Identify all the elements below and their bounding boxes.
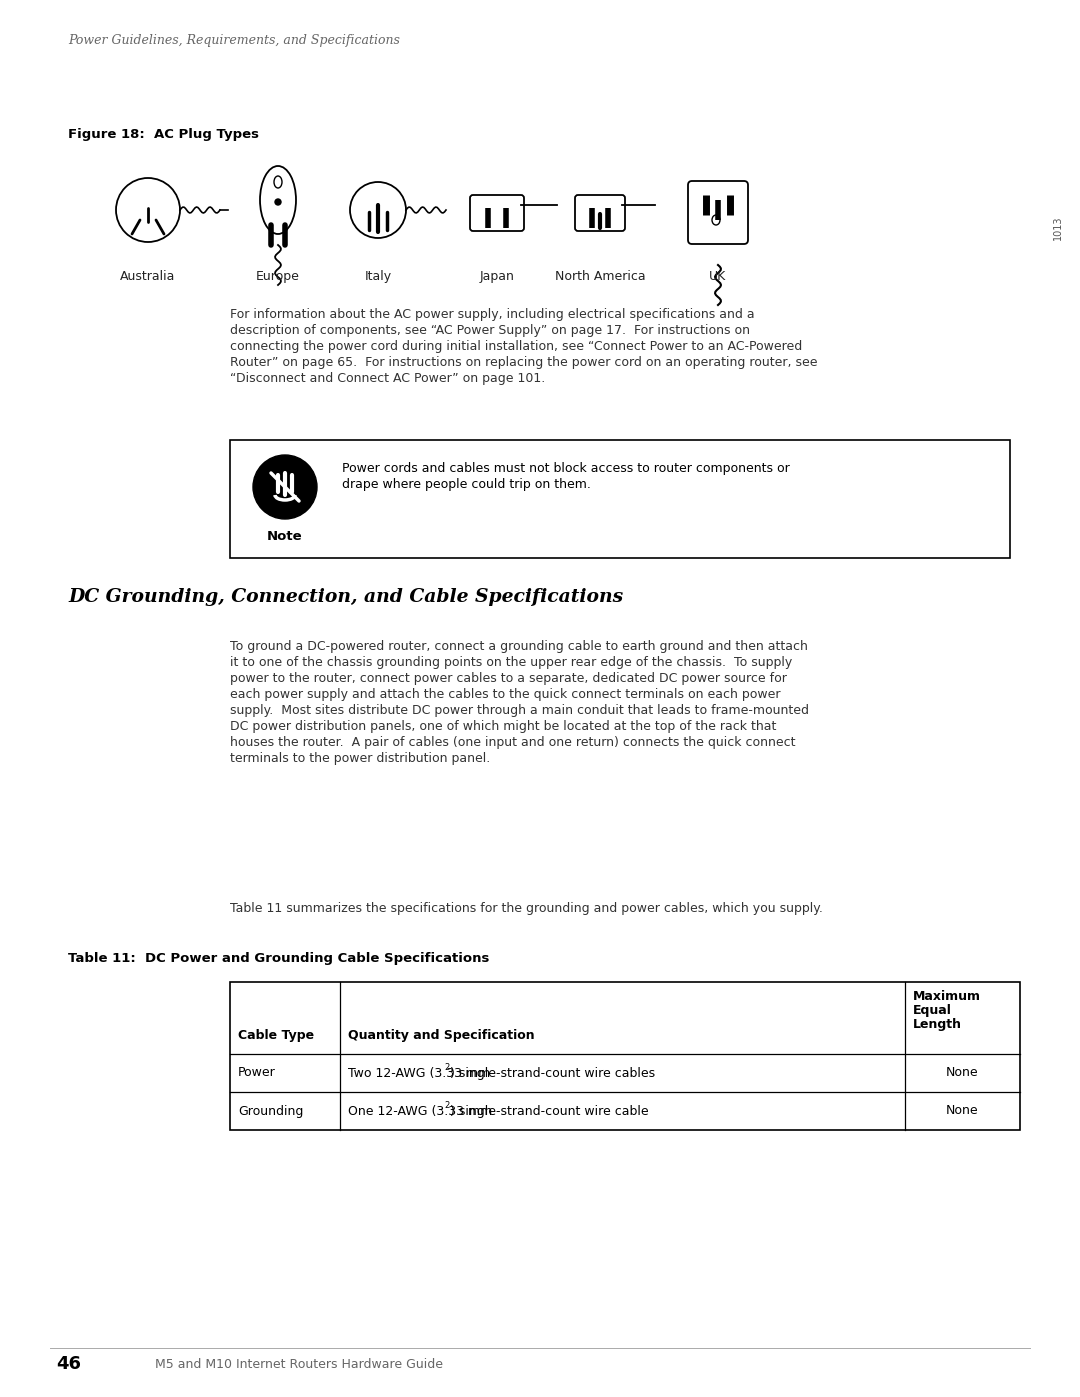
- Text: Italy: Italy: [364, 270, 392, 284]
- Text: For information about the AC power supply, including electrical specifications a: For information about the AC power suppl…: [230, 307, 755, 321]
- Text: houses the router.  A pair of cables (one input and one return) connects the qui: houses the router. A pair of cables (one…: [230, 736, 796, 749]
- Text: description of components, see “AC Power Supply” on page 17.  For instructions o: description of components, see “AC Power…: [230, 324, 750, 337]
- Text: Router” on page 65.  For instructions on replacing the power cord on an operatin: Router” on page 65. For instructions on …: [230, 356, 818, 369]
- Text: DC Grounding, Connection, and Cable Specifications: DC Grounding, Connection, and Cable Spec…: [68, 588, 623, 606]
- Circle shape: [253, 455, 318, 520]
- Text: Table 11 summarizes the specifications for the grounding and power cables, which: Table 11 summarizes the specifications f…: [230, 902, 823, 915]
- Text: Quantity and Specification: Quantity and Specification: [348, 1030, 535, 1042]
- Text: Length: Length: [913, 1018, 962, 1031]
- Bar: [230, 440, 1010, 557]
- Text: Two 12-AWG (3.33 mm: Two 12-AWG (3.33 mm: [348, 1066, 490, 1080]
- Text: One 12-AWG (3.33 mm: One 12-AWG (3.33 mm: [348, 1105, 492, 1118]
- Text: it to one of the chassis grounding points on the upper rear edge of the chassis.: it to one of the chassis grounding point…: [230, 657, 793, 669]
- Text: Australia: Australia: [120, 270, 176, 284]
- Bar: [230, 982, 1020, 1130]
- Text: DC power distribution panels, one of which might be located at the top of the ra: DC power distribution panels, one of whi…: [230, 719, 777, 733]
- Text: each power supply and attach the cables to the quick connect terminals on each p: each power supply and attach the cables …: [230, 687, 781, 701]
- Text: 46: 46: [56, 1355, 81, 1373]
- Text: Japan: Japan: [480, 270, 514, 284]
- Text: Power: Power: [238, 1066, 275, 1080]
- Text: Cable Type: Cable Type: [238, 1030, 314, 1042]
- Text: Figure 18:  AC Plug Types: Figure 18: AC Plug Types: [68, 129, 259, 141]
- Text: “Disconnect and Connect AC Power” on page 101.: “Disconnect and Connect AC Power” on pag…: [230, 372, 545, 386]
- Text: Europe: Europe: [256, 270, 300, 284]
- Text: 2: 2: [444, 1063, 449, 1073]
- Text: Maximum: Maximum: [913, 990, 981, 1003]
- Text: Grounding: Grounding: [238, 1105, 303, 1118]
- Text: North America: North America: [555, 270, 646, 284]
- Text: supply.  Most sites distribute DC power through a main conduit that leads to fra: supply. Most sites distribute DC power t…: [230, 704, 809, 717]
- Text: M5 and M10 Internet Routers Hardware Guide: M5 and M10 Internet Routers Hardware Gui…: [156, 1358, 443, 1370]
- Text: Power cords and cables must not block access to router components or: Power cords and cables must not block ac…: [342, 462, 789, 475]
- Text: ) single-strand-count wire cable: ) single-strand-count wire cable: [450, 1105, 649, 1118]
- Text: To ground a DC-powered router, connect a grounding cable to earth ground and the: To ground a DC-powered router, connect a…: [230, 640, 808, 652]
- Text: connecting the power cord during initial installation, see “Connect Power to an : connecting the power cord during initial…: [230, 339, 802, 353]
- Text: UK: UK: [710, 270, 727, 284]
- Text: ) single-strand-count wire cables: ) single-strand-count wire cables: [450, 1066, 656, 1080]
- Text: Equal: Equal: [913, 1004, 951, 1017]
- Text: 2: 2: [444, 1101, 449, 1111]
- Text: None: None: [946, 1066, 978, 1080]
- Text: None: None: [946, 1105, 978, 1118]
- Text: power to the router, connect power cables to a separate, dedicated DC power sour: power to the router, connect power cable…: [230, 672, 787, 685]
- Text: Table 11:  DC Power and Grounding Cable Specifications: Table 11: DC Power and Grounding Cable S…: [68, 951, 489, 965]
- Text: 1013: 1013: [1053, 215, 1063, 240]
- Text: Note: Note: [267, 529, 302, 543]
- Text: drape where people could trip on them.: drape where people could trip on them.: [342, 478, 591, 490]
- Text: terminals to the power distribution panel.: terminals to the power distribution pane…: [230, 752, 490, 766]
- Text: Power Guidelines, Requirements, and Specifications: Power Guidelines, Requirements, and Spec…: [68, 34, 400, 47]
- Circle shape: [275, 198, 281, 205]
